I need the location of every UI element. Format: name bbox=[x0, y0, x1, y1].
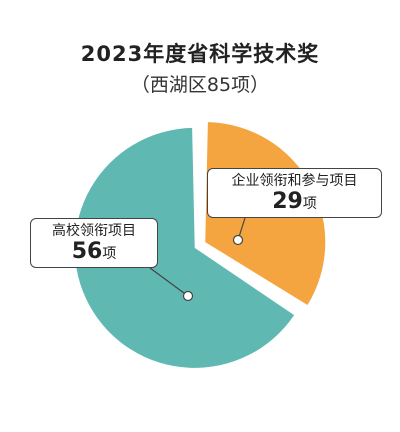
slice-unit-university: 项 bbox=[102, 246, 116, 262]
label-box-university: 高校领衔项目 56项 bbox=[30, 218, 158, 268]
label-box-enterprise: 企业领衔和参与项目 29项 bbox=[207, 168, 382, 218]
slice-label-university: 高校领衔项目 bbox=[31, 222, 157, 240]
marker-enterprise bbox=[234, 236, 243, 245]
slice-unit-enterprise: 项 bbox=[303, 196, 317, 212]
slice-value-university: 56 bbox=[72, 239, 103, 264]
slice-value-enterprise: 29 bbox=[272, 189, 303, 214]
marker-university bbox=[184, 292, 193, 301]
slice-label-enterprise: 企业领衔和参与项目 bbox=[208, 172, 381, 190]
